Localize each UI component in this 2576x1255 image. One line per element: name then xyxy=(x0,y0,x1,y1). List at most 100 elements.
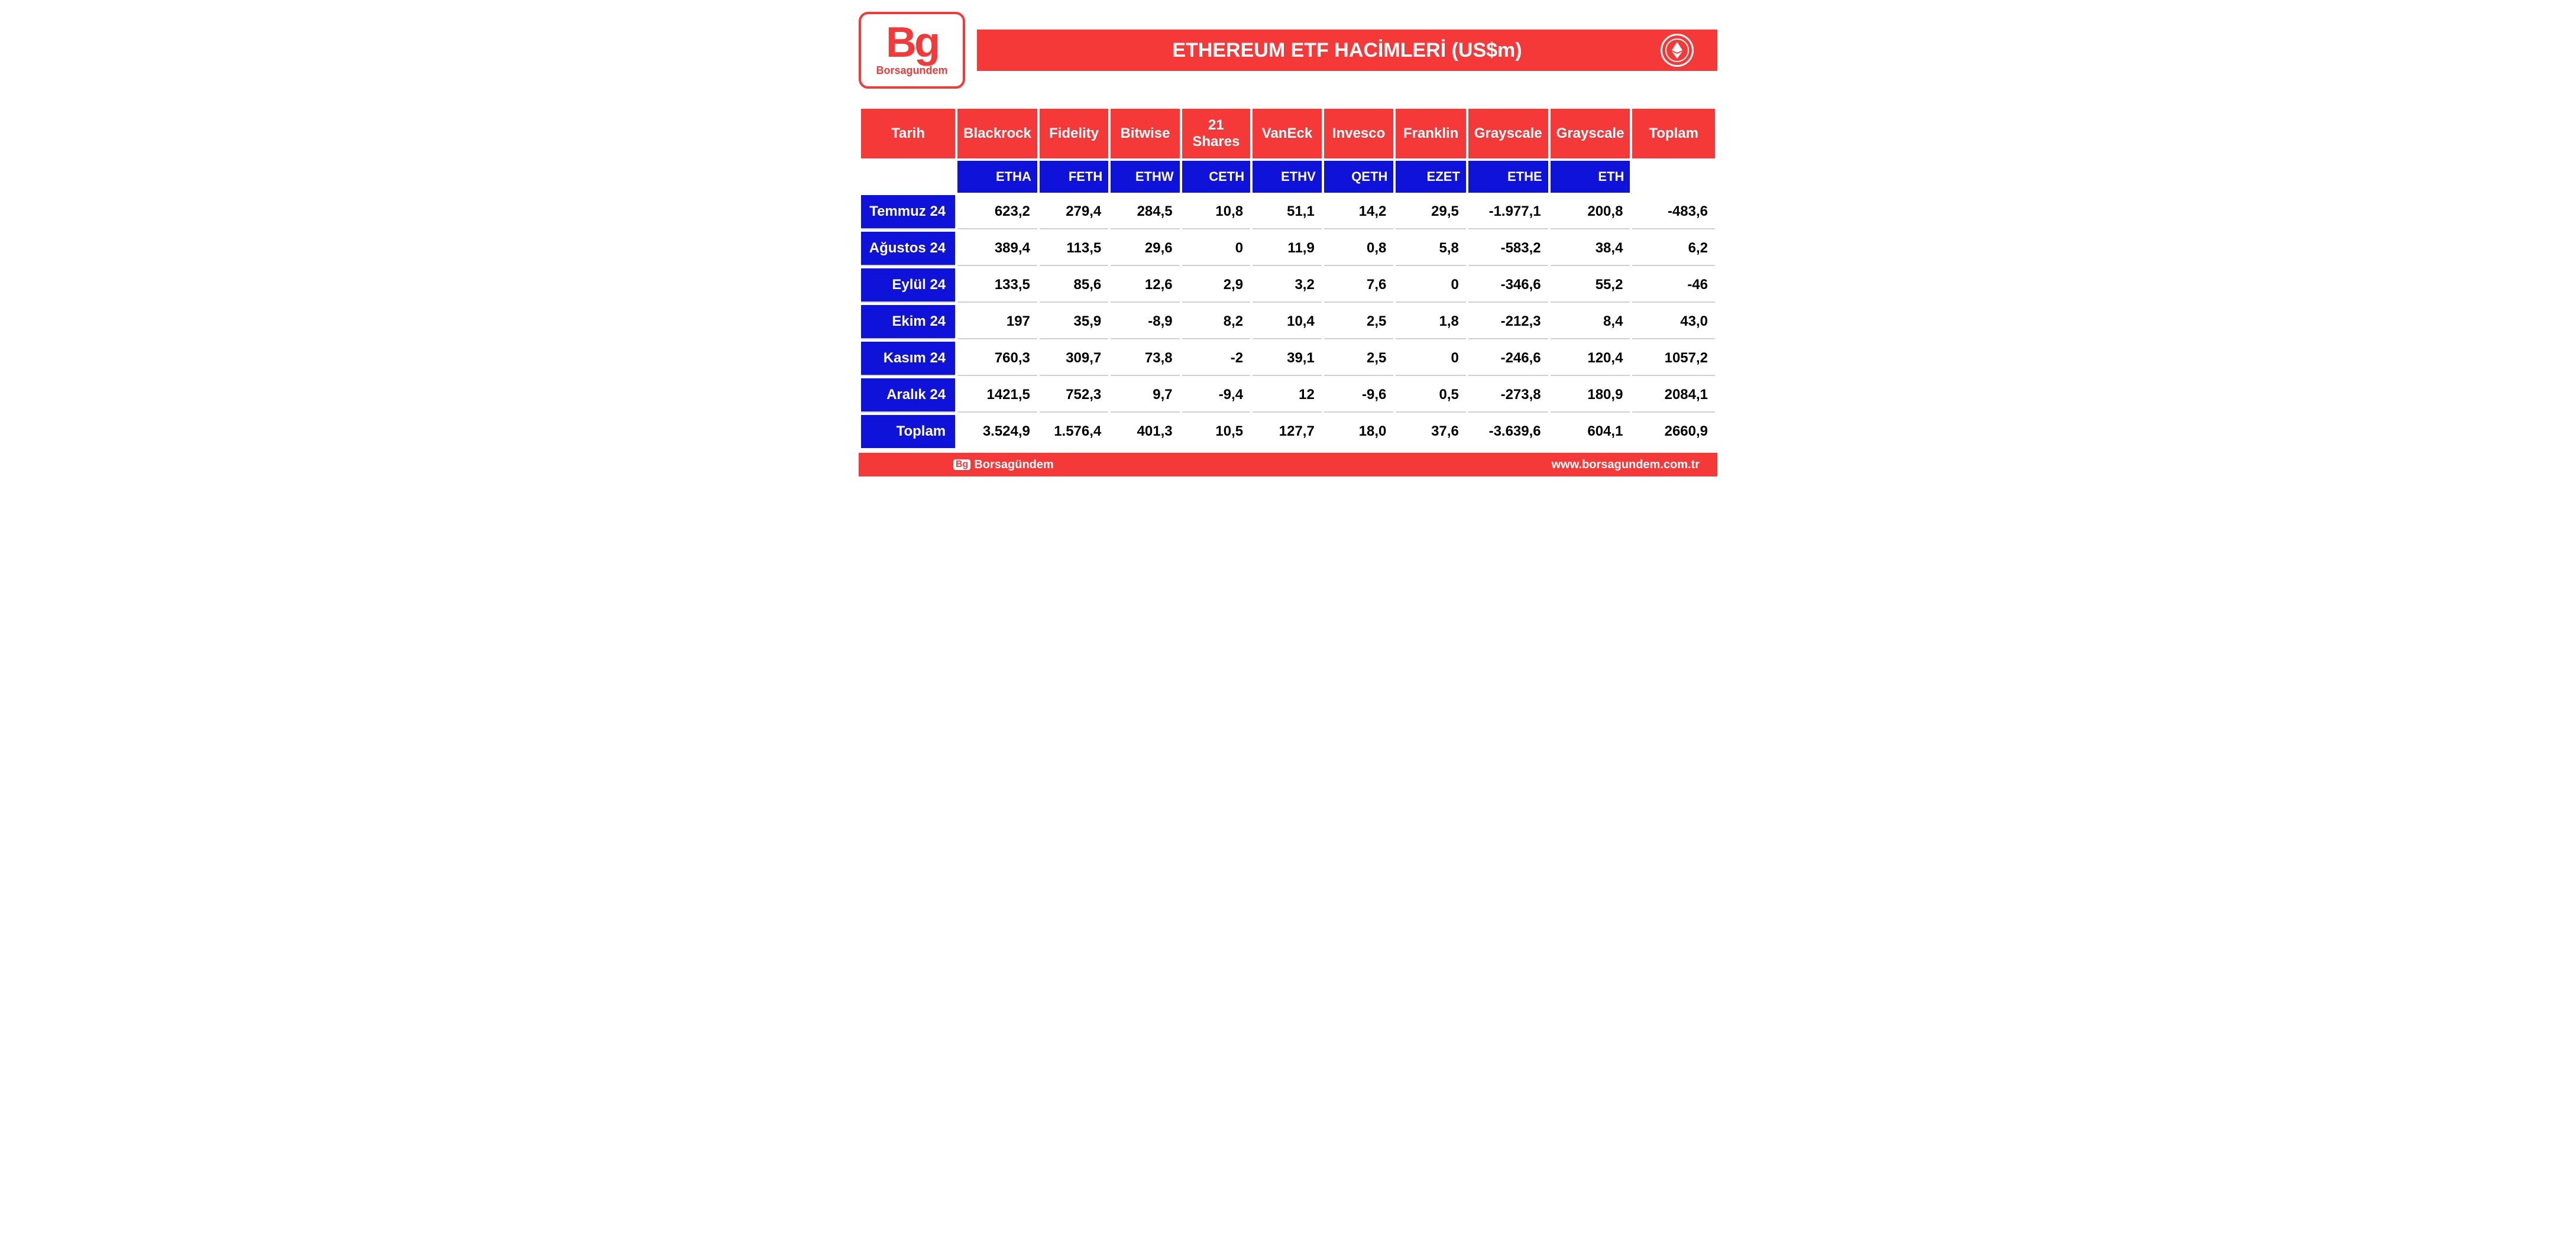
data-cell: 37,6 xyxy=(1396,415,1465,448)
data-cell: 752,3 xyxy=(1040,378,1108,413)
logo-main-text: Bg xyxy=(886,24,938,62)
data-cell: 133,5 xyxy=(957,268,1037,303)
col-header: VanEck xyxy=(1253,109,1322,158)
row-label: Aralık 24 xyxy=(861,378,955,413)
data-cell: 604,1 xyxy=(1551,415,1630,448)
data-cell: -3.639,6 xyxy=(1468,415,1548,448)
data-cell: 197 xyxy=(957,305,1037,339)
footer-brand: Bg Borsagündem xyxy=(953,458,1054,472)
ticker-cell xyxy=(1632,161,1715,193)
col-header: Tarih xyxy=(861,109,955,158)
data-cell: -46 xyxy=(1632,268,1715,303)
data-cell: 0,8 xyxy=(1324,232,1394,266)
row-label: Toplam xyxy=(861,415,955,448)
ticker-cell xyxy=(861,161,955,193)
ticker-cell: ETHV xyxy=(1253,161,1322,193)
page-title: ETHEREUM ETF HACİMLERİ (US$m) xyxy=(1172,39,1522,62)
data-cell: -9,4 xyxy=(1182,378,1250,413)
page-container: Bg Borsagundem ETHEREUM ETF HACİMLERİ (U… xyxy=(859,12,1717,476)
data-cell: 12 xyxy=(1253,378,1322,413)
col-header: Franklin xyxy=(1396,109,1465,158)
footer-bar: Bg Borsagündem www.borsagundem.com.tr xyxy=(859,453,1717,476)
col-header: Grayscale xyxy=(1551,109,1630,158)
data-cell: 309,7 xyxy=(1040,342,1108,376)
ticker-cell: ETHA xyxy=(957,161,1037,193)
data-cell: 12,6 xyxy=(1111,268,1179,303)
table-row: Ekim 24 197 35,9 -8,9 8,2 10,4 2,5 1,8 -… xyxy=(861,305,1715,339)
etf-table: Tarih Blackrock Fidelity Bitwise 21 Shar… xyxy=(859,106,1717,450)
table-row-total: Toplam 3.524,9 1.576,4 401,3 10,5 127,7 … xyxy=(861,415,1715,448)
data-cell: 180,9 xyxy=(1551,378,1630,413)
data-cell: 760,3 xyxy=(957,342,1037,376)
data-cell: 3,2 xyxy=(1253,268,1322,303)
ethereum-icon-inner xyxy=(1665,38,1689,62)
data-cell: 623,2 xyxy=(957,195,1037,229)
logo-sub-text: Borsagundem xyxy=(876,64,947,77)
data-cell: 38,4 xyxy=(1551,232,1630,266)
data-cell: 35,9 xyxy=(1040,305,1108,339)
data-cell: -212,3 xyxy=(1468,305,1548,339)
data-cell: -583,2 xyxy=(1468,232,1548,266)
table-row: Ağustos 24 389,4 113,5 29,6 0 11,9 0,8 5… xyxy=(861,232,1715,266)
data-cell: 10,8 xyxy=(1182,195,1250,229)
data-cell: 29,6 xyxy=(1111,232,1179,266)
data-cell: 11,9 xyxy=(1253,232,1322,266)
data-cell: 43,0 xyxy=(1632,305,1715,339)
data-cell: 279,4 xyxy=(1040,195,1108,229)
data-cell: 2660,9 xyxy=(1632,415,1715,448)
data-cell: 0 xyxy=(1396,268,1465,303)
col-header: Bitwise xyxy=(1111,109,1179,158)
col-header: Fidelity xyxy=(1040,109,1108,158)
ethereum-icon xyxy=(1661,34,1694,67)
row-label: Eylül 24 xyxy=(861,268,955,303)
data-cell: 10,4 xyxy=(1253,305,1322,339)
data-cell: 73,8 xyxy=(1111,342,1179,376)
footer-brand-text: Borsagündem xyxy=(974,458,1053,472)
data-cell: 127,7 xyxy=(1253,415,1322,448)
data-cell: 55,2 xyxy=(1551,268,1630,303)
data-cell: 85,6 xyxy=(1040,268,1108,303)
data-cell: 2084,1 xyxy=(1632,378,1715,413)
ticker-cell: ETHE xyxy=(1468,161,1548,193)
ticker-cell: ETH xyxy=(1551,161,1630,193)
data-cell: 29,5 xyxy=(1396,195,1465,229)
ticker-cell: ETHW xyxy=(1111,161,1179,193)
data-cell: 1,8 xyxy=(1396,305,1465,339)
footer-logo-box: Bg xyxy=(953,459,970,470)
table-row: Kasım 24 760,3 309,7 73,8 -2 39,1 2,5 0 … xyxy=(861,342,1715,376)
data-cell: 14,2 xyxy=(1324,195,1394,229)
data-cell: -2 xyxy=(1182,342,1250,376)
data-cell: -246,6 xyxy=(1468,342,1548,376)
data-cell: 9,7 xyxy=(1111,378,1179,413)
col-header: Invesco xyxy=(1324,109,1394,158)
data-cell: 8,4 xyxy=(1551,305,1630,339)
data-cell: -8,9 xyxy=(1111,305,1179,339)
col-header: 21 Shares xyxy=(1182,109,1250,158)
table-head: Tarih Blackrock Fidelity Bitwise 21 Shar… xyxy=(861,109,1715,193)
col-header: Grayscale xyxy=(1468,109,1548,158)
col-header: Toplam xyxy=(1632,109,1715,158)
title-bar: ETHEREUM ETF HACİMLERİ (US$m) xyxy=(977,30,1717,71)
table-row: Aralık 24 1421,5 752,3 9,7 -9,4 12 -9,6 … xyxy=(861,378,1715,413)
data-cell: 2,5 xyxy=(1324,342,1394,376)
row-label: Ağustos 24 xyxy=(861,232,955,266)
data-cell: 51,1 xyxy=(1253,195,1322,229)
ticker-cell: CETH xyxy=(1182,161,1250,193)
row-label: Ekim 24 xyxy=(861,305,955,339)
data-cell: 389,4 xyxy=(957,232,1037,266)
data-cell: 1421,5 xyxy=(957,378,1037,413)
header-row-tickers: ETHA FETH ETHW CETH ETHV QETH EZET ETHE … xyxy=(861,161,1715,193)
data-cell: 113,5 xyxy=(1040,232,1108,266)
data-cell: -273,8 xyxy=(1468,378,1548,413)
data-cell: 3.524,9 xyxy=(957,415,1037,448)
data-cell: 401,3 xyxy=(1111,415,1179,448)
data-cell: 284,5 xyxy=(1111,195,1179,229)
table-row: Temmuz 24 623,2 279,4 284,5 10,8 51,1 14… xyxy=(861,195,1715,229)
data-cell: 200,8 xyxy=(1551,195,1630,229)
data-cell: 5,8 xyxy=(1396,232,1465,266)
table-row: Eylül 24 133,5 85,6 12,6 2,9 3,2 7,6 0 -… xyxy=(861,268,1715,303)
data-cell: -483,6 xyxy=(1632,195,1715,229)
data-cell: 1.576,4 xyxy=(1040,415,1108,448)
ticker-cell: QETH xyxy=(1324,161,1394,193)
col-header: Blackrock xyxy=(957,109,1037,158)
